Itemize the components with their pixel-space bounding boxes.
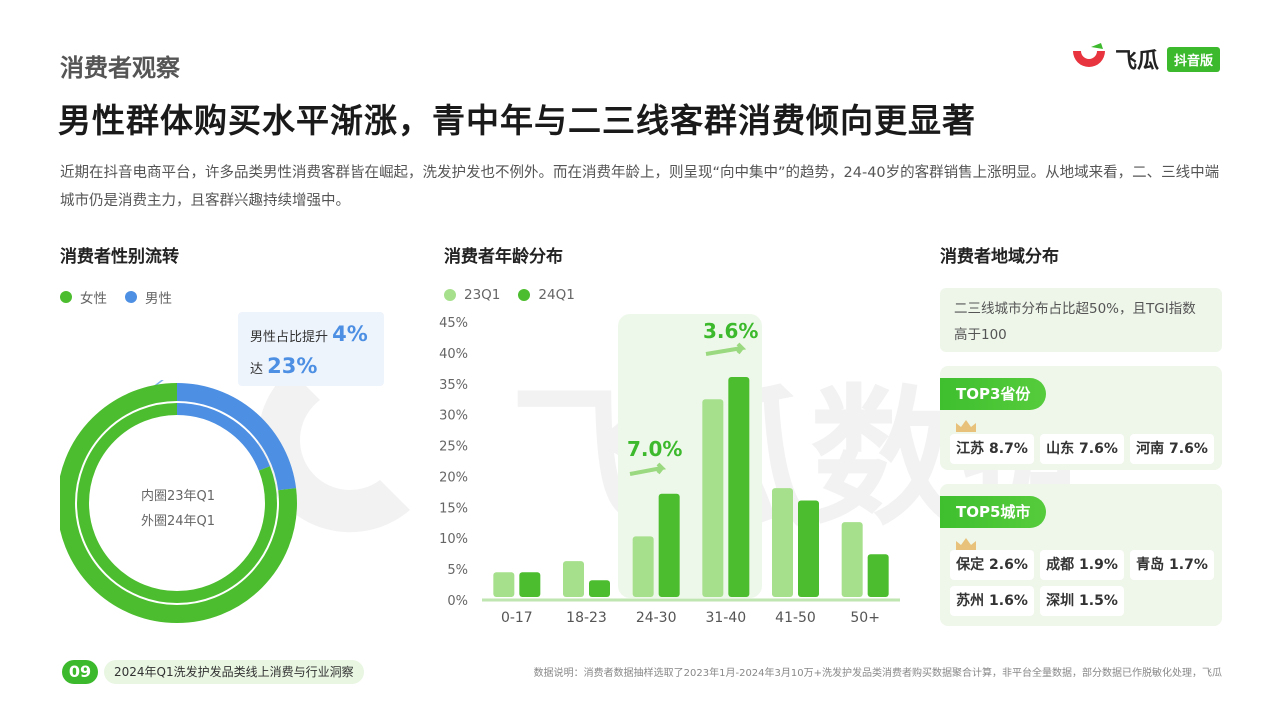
crown-icon	[956, 538, 976, 550]
melon-logo-icon	[1072, 43, 1105, 67]
callout-prefix: 男性占比提升	[250, 330, 329, 345]
y-tick-label: 40%	[439, 347, 468, 362]
gender-legend: 女性 男性	[60, 287, 190, 307]
report-title: 2024年Q1洗发护发品类线上消费与行业洞察	[104, 660, 364, 684]
bar-23Q1-18-23	[563, 561, 584, 597]
age-section-title: 消费者年龄分布	[444, 247, 563, 267]
arrow-24-30-icon	[629, 462, 667, 476]
donut-center-label: 内圈23年Q1 外圈24年Q1	[68, 484, 288, 534]
province-chip: 江苏 8.7%	[950, 434, 1034, 464]
y-tick-label: 5%	[447, 563, 468, 578]
legend-24q1: 24Q1	[518, 287, 575, 303]
y-tick-label: 15%	[439, 501, 468, 516]
page-title: 男性群体购买水平渐涨，青中年与二三线客群消费倾向更显著	[58, 101, 976, 140]
callout-value: 23%	[267, 354, 318, 378]
callout-middle: 达	[250, 362, 264, 377]
brand-logo: 飞瓜 抖音版	[1069, 42, 1220, 76]
top3-provinces-panel: TOP3省份 江苏 8.7% 山东 7.6% 河南 7.6%	[940, 366, 1222, 470]
top5-cities-tag: TOP5城市	[940, 496, 1047, 528]
page-number: 09	[62, 660, 98, 684]
region-note: 二三线城市分布占比超50%，且TGI指数高于100	[940, 288, 1222, 352]
bar-23Q1-0-17	[493, 572, 515, 597]
legend-female: 女性	[60, 287, 107, 307]
city-chip: 保定 2.6%	[950, 550, 1034, 580]
brand-name: 飞瓜	[1114, 49, 1159, 74]
annotation-31-40: 3.6%	[703, 319, 758, 343]
province-chip: 河南 7.6%	[1130, 434, 1214, 464]
x-tick-label: 0-17	[501, 610, 533, 626]
legend-male: 男性	[125, 287, 172, 307]
inner-ring-label: 内圈23年Q1	[140, 489, 216, 504]
top3-provinces-tag: TOP3省份	[940, 378, 1047, 410]
city-chip: 青岛 1.7%	[1130, 550, 1214, 580]
y-tick-label: 30%	[439, 409, 468, 424]
data-source-note: 数据说明：消费者数据抽样选取了2023年1月-2024年3月10万+洗发护发品类…	[533, 668, 1222, 679]
outer-ring-label: 外圈24年Q1	[140, 514, 216, 529]
city-chip: 深圳 1.5%	[1040, 586, 1124, 616]
legend-23q1: 23Q1	[444, 287, 500, 303]
city-chip: 苏州 1.6%	[950, 586, 1034, 616]
brand-badge: 抖音版	[1166, 46, 1220, 72]
bar-24Q1-24-30	[658, 493, 680, 597]
y-tick-label: 20%	[439, 470, 468, 485]
highlight-band	[618, 314, 762, 598]
province-chip: 山东 7.6%	[1040, 434, 1124, 464]
gender-section-title: 消费者性别流转	[60, 247, 179, 267]
callout-leader-line	[151, 380, 164, 389]
age-legend: 23Q1 24Q1	[444, 287, 593, 303]
outer-ring-female-slice	[60, 383, 297, 623]
age-bar-chart: 0% 5% 10% 15% 20% 25% 30% 35% 40% 45% 0-17 18-23 24…	[439, 314, 900, 626]
callout-delta: 4%	[332, 322, 368, 346]
male-share-callout: 男性占比提升 4% 达 23%	[238, 312, 384, 386]
y-tick-label: 25%	[439, 440, 468, 455]
bar-23Q1-24-30	[632, 536, 654, 597]
city-chip: 成都 1.9%	[1040, 550, 1124, 580]
bar-24Q1-0-17	[519, 572, 541, 597]
top5-cities-panel: TOP5城市 保定 2.6% 成都 1.9% 青岛 1.7% 苏州 1.6% 深…	[940, 484, 1222, 626]
region-section-title: 消费者地域分布	[940, 247, 1059, 267]
bar-24Q1-18-23	[589, 580, 610, 597]
x-tick-label: 18-23	[566, 610, 607, 626]
y-tick-label: 35%	[439, 378, 468, 393]
arrow-31-40-icon	[705, 342, 747, 356]
inner-ring-female-slice	[77, 403, 277, 603]
x-tick-label: 50+	[850, 610, 880, 626]
bar-24Q1-50+	[867, 554, 889, 597]
bar-24Q1-31-40	[728, 376, 750, 597]
crown-icon	[956, 420, 976, 432]
y-tick-label: 0%	[447, 594, 468, 609]
intro-paragraph: 近期在抖音电商平台，许多品类男性消费客群皆在崛起，洗发护发也不例外。而在消费年龄…	[60, 165, 1220, 209]
gender-donut-chart	[60, 380, 297, 623]
y-tick-label: 10%	[439, 532, 468, 547]
y-tick-label: 45%	[439, 316, 468, 331]
bar-24Q1-41-50	[798, 500, 819, 597]
annotation-24-30: 7.0%	[627, 437, 682, 461]
bar-23Q1-50+	[841, 522, 863, 597]
x-tick-label: 24-30	[636, 610, 677, 626]
bar-23Q1-41-50	[772, 488, 793, 597]
page-kicker: 消费者观察	[60, 54, 180, 82]
bar-23Q1-31-40	[702, 399, 724, 597]
x-tick-label: 41-50	[775, 610, 816, 626]
x-tick-label: 31-40	[705, 610, 746, 626]
